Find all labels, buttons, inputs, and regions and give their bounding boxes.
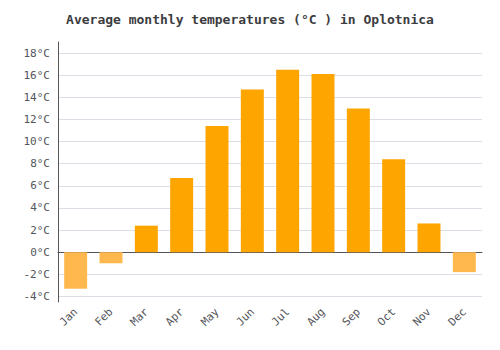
svg-text:Jun: Jun	[234, 305, 257, 328]
svg-text:-2°C: -2°C	[24, 268, 51, 281]
svg-text:6°C: 6°C	[30, 179, 50, 192]
svg-text:Feb: Feb	[92, 305, 115, 328]
svg-text:Dec: Dec	[446, 305, 469, 328]
svg-text:Oct: Oct	[375, 305, 398, 328]
svg-text:2°C: 2°C	[30, 224, 50, 237]
svg-text:8°C: 8°C	[30, 157, 50, 170]
svg-text:Aug: Aug	[304, 305, 327, 328]
svg-text:18°C: 18°C	[24, 47, 51, 60]
svg-text:Mar: Mar	[128, 305, 151, 328]
svg-text:0°C: 0°C	[30, 246, 50, 259]
svg-text:Jul: Jul	[269, 305, 292, 328]
svg-text:4°C: 4°C	[30, 201, 50, 214]
svg-text:16°C: 16°C	[24, 69, 51, 82]
svg-text:12°C: 12°C	[24, 113, 51, 126]
svg-text:Sep: Sep	[340, 305, 363, 328]
svg-text:10°C: 10°C	[24, 135, 51, 148]
svg-text:Jan: Jan	[57, 305, 80, 328]
svg-text:Average monthly temperatures (: Average monthly temperatures (°C ) in Op…	[66, 12, 434, 27]
svg-text:Apr: Apr	[163, 305, 186, 328]
svg-text:Nov: Nov	[410, 305, 433, 328]
svg-text:May: May	[198, 305, 221, 328]
svg-text:-4°C: -4°C	[24, 290, 51, 303]
svg-text:14°C: 14°C	[24, 91, 51, 104]
